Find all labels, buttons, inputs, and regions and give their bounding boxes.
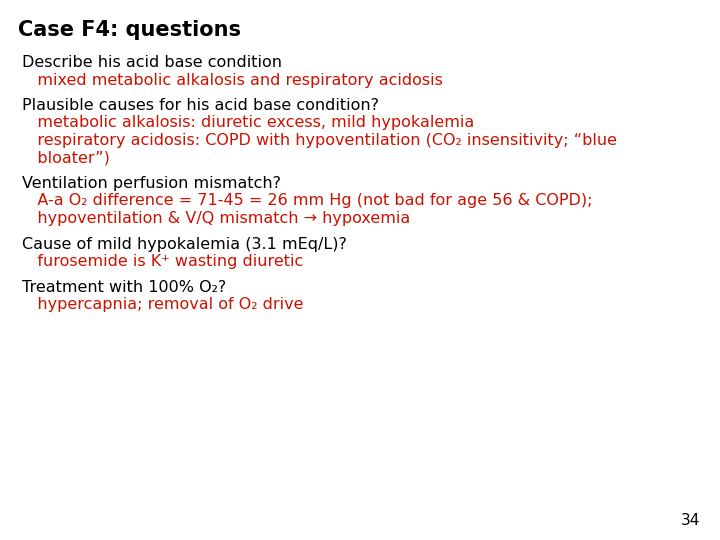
- Text: hypoventilation & V/Q mismatch → hypoxemia: hypoventilation & V/Q mismatch → hypoxem…: [22, 211, 410, 226]
- Text: Treatment with 100% O₂?: Treatment with 100% O₂?: [22, 280, 226, 294]
- Text: Plausible causes for his acid base condition?: Plausible causes for his acid base condi…: [22, 98, 379, 113]
- Text: hypercapnia; removal of O₂ drive: hypercapnia; removal of O₂ drive: [22, 297, 304, 312]
- Text: 34: 34: [680, 513, 700, 528]
- Text: Describe his acid base condition: Describe his acid base condition: [22, 55, 282, 70]
- Text: furosemide is K⁺ wasting diuretic: furosemide is K⁺ wasting diuretic: [22, 254, 303, 269]
- Text: respiratory acidosis: COPD with hypoventilation (CO₂ insensitivity; “blue: respiratory acidosis: COPD with hypovent…: [22, 133, 617, 148]
- Text: mixed metabolic alkalosis and respiratory acidosis: mixed metabolic alkalosis and respirator…: [22, 72, 443, 87]
- Text: Cause of mild hypokalemia (3.1 mEq/L)?: Cause of mild hypokalemia (3.1 mEq/L)?: [22, 237, 347, 252]
- Text: Case F4: questions: Case F4: questions: [18, 20, 241, 40]
- Text: metabolic alkalosis: diuretic excess, mild hypokalemia: metabolic alkalosis: diuretic excess, mi…: [22, 116, 474, 131]
- Text: A-a O₂ difference = 71-45 = 26 mm Hg (not bad for age 56 & COPD);: A-a O₂ difference = 71-45 = 26 mm Hg (no…: [22, 193, 593, 208]
- Text: Ventilation perfusion mismatch?: Ventilation perfusion mismatch?: [22, 176, 281, 191]
- Text: bloater”): bloater”): [22, 151, 110, 165]
